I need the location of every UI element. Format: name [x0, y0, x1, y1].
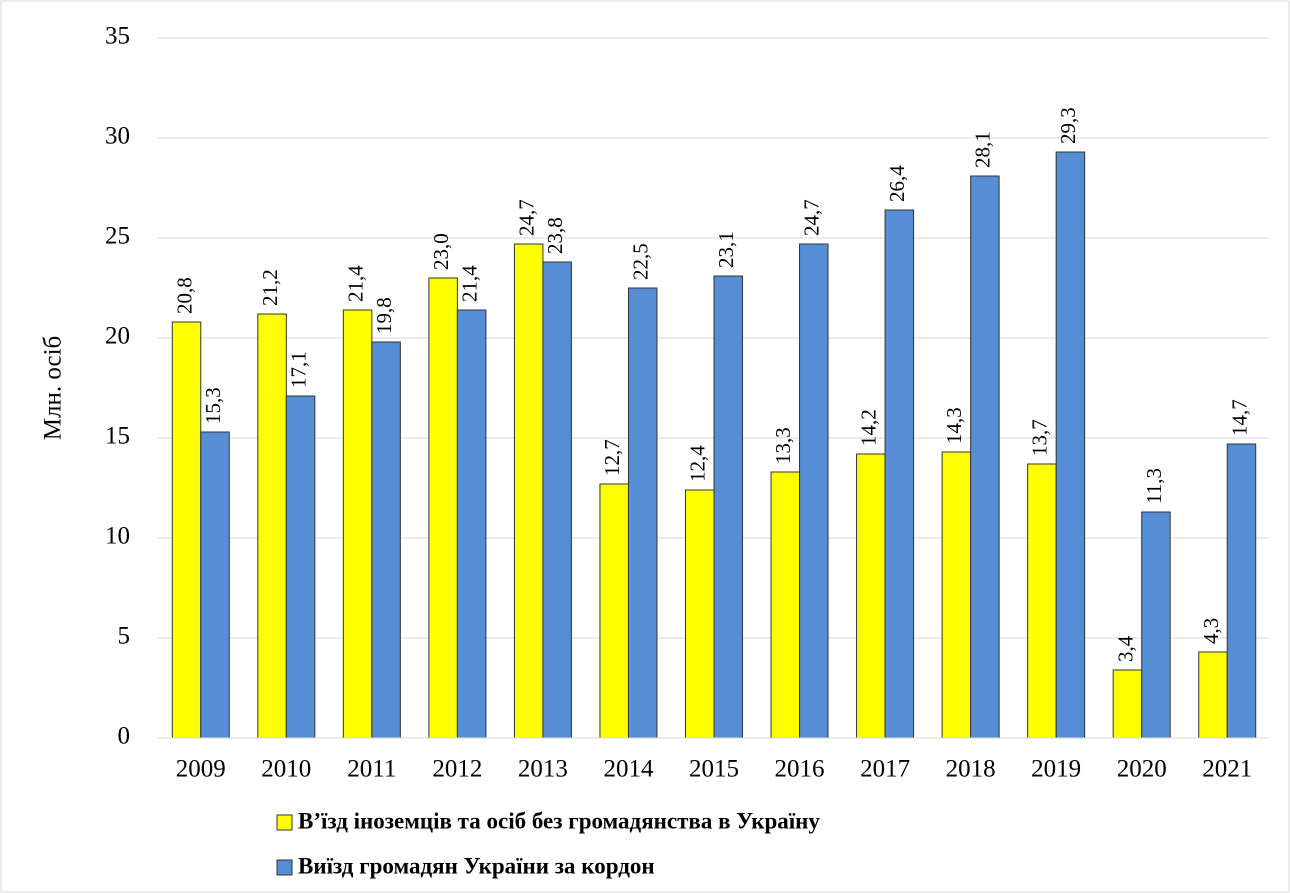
- bar: [171, 321, 202, 739]
- data-label: 24,7: [514, 199, 538, 236]
- data-label: 14,3: [942, 407, 966, 444]
- data-label: 14,7: [1227, 399, 1251, 436]
- bar: [970, 175, 1000, 739]
- legend-label: В’їзд іноземців та осіб без громадянства…: [298, 808, 820, 833]
- y-tick-label: 20: [105, 323, 130, 350]
- data-label: 28,1: [971, 131, 995, 168]
- bar: [285, 395, 316, 739]
- data-label: 13,3: [771, 427, 795, 464]
- bar: [713, 275, 743, 739]
- bar: [1112, 669, 1143, 739]
- bar: [257, 313, 287, 739]
- bar: [1141, 511, 1171, 739]
- y-tick-label: 30: [105, 123, 130, 150]
- bar: [456, 309, 487, 739]
- x-tick-label: 2018: [946, 756, 996, 783]
- x-tick-label: 2020: [1117, 756, 1167, 783]
- bar: [941, 451, 972, 739]
- bar: [542, 261, 572, 739]
- x-tick-label: 2012: [432, 756, 482, 783]
- x-tick-label: 2010: [261, 756, 311, 783]
- x-tick-label: 2011: [347, 756, 396, 783]
- data-label: 12,7: [600, 439, 624, 476]
- data-label: 23,1: [714, 231, 738, 268]
- x-tick-label: 2017: [860, 756, 910, 783]
- x-tick-label: 2021: [1202, 756, 1252, 783]
- bar: [428, 277, 458, 739]
- data-label: 23,0: [429, 233, 453, 270]
- data-label: 13,7: [1028, 419, 1052, 456]
- y-axis-label: Млн. осіб: [40, 336, 67, 440]
- data-label: 12,4: [686, 445, 710, 482]
- data-label: 26,4: [885, 165, 909, 202]
- bar: [1198, 651, 1228, 739]
- y-tick-label: 35: [105, 23, 130, 50]
- legend-swatch: [276, 814, 293, 831]
- data-label: 20,8: [172, 277, 196, 314]
- legend-label: Виїзд громадян України за кордон: [298, 853, 655, 878]
- bar: [1226, 443, 1257, 739]
- data-label: 29,3: [1056, 107, 1080, 144]
- data-label: 17,1: [286, 351, 310, 388]
- y-tick-label: 0: [118, 723, 131, 750]
- bar: [342, 309, 373, 739]
- bar: [770, 471, 801, 739]
- data-label: 19,8: [372, 297, 396, 334]
- bar: [799, 243, 829, 739]
- data-label: 22,5: [629, 243, 653, 280]
- data-label: 24,7: [800, 199, 824, 236]
- data-label: 3,4: [1113, 635, 1137, 662]
- y-tick-label: 15: [105, 423, 130, 450]
- data-label: 11,3: [1142, 468, 1166, 504]
- y-tick-label: 10: [105, 523, 130, 550]
- x-tick-label: 2015: [689, 756, 739, 783]
- data-label: 21,4: [343, 265, 367, 302]
- y-tick-label: 5: [118, 623, 131, 650]
- x-tick-label: 2009: [176, 756, 226, 783]
- data-label: 23,8: [543, 217, 567, 254]
- data-label: 21,2: [258, 269, 282, 306]
- data-label: 15,3: [201, 387, 225, 424]
- bar: [200, 431, 230, 739]
- x-tick-label: 2014: [603, 756, 654, 783]
- bar: [856, 453, 886, 739]
- bar: [513, 243, 544, 739]
- bar: [685, 489, 715, 739]
- bar: [599, 483, 629, 739]
- x-tick-label: 2013: [518, 756, 568, 783]
- bar: [627, 287, 658, 739]
- x-tick-label: 2019: [1031, 756, 1081, 783]
- bar: [371, 341, 401, 739]
- data-label: 21,4: [457, 265, 481, 302]
- data-label: 4,3: [1199, 618, 1223, 644]
- bar: [1055, 151, 1086, 739]
- legend-swatch: [276, 859, 293, 876]
- data-label: 14,2: [857, 409, 881, 446]
- x-tick-label: 2016: [775, 756, 825, 783]
- bar: [884, 209, 915, 739]
- bar: [1027, 463, 1057, 739]
- y-tick-label: 25: [105, 223, 130, 250]
